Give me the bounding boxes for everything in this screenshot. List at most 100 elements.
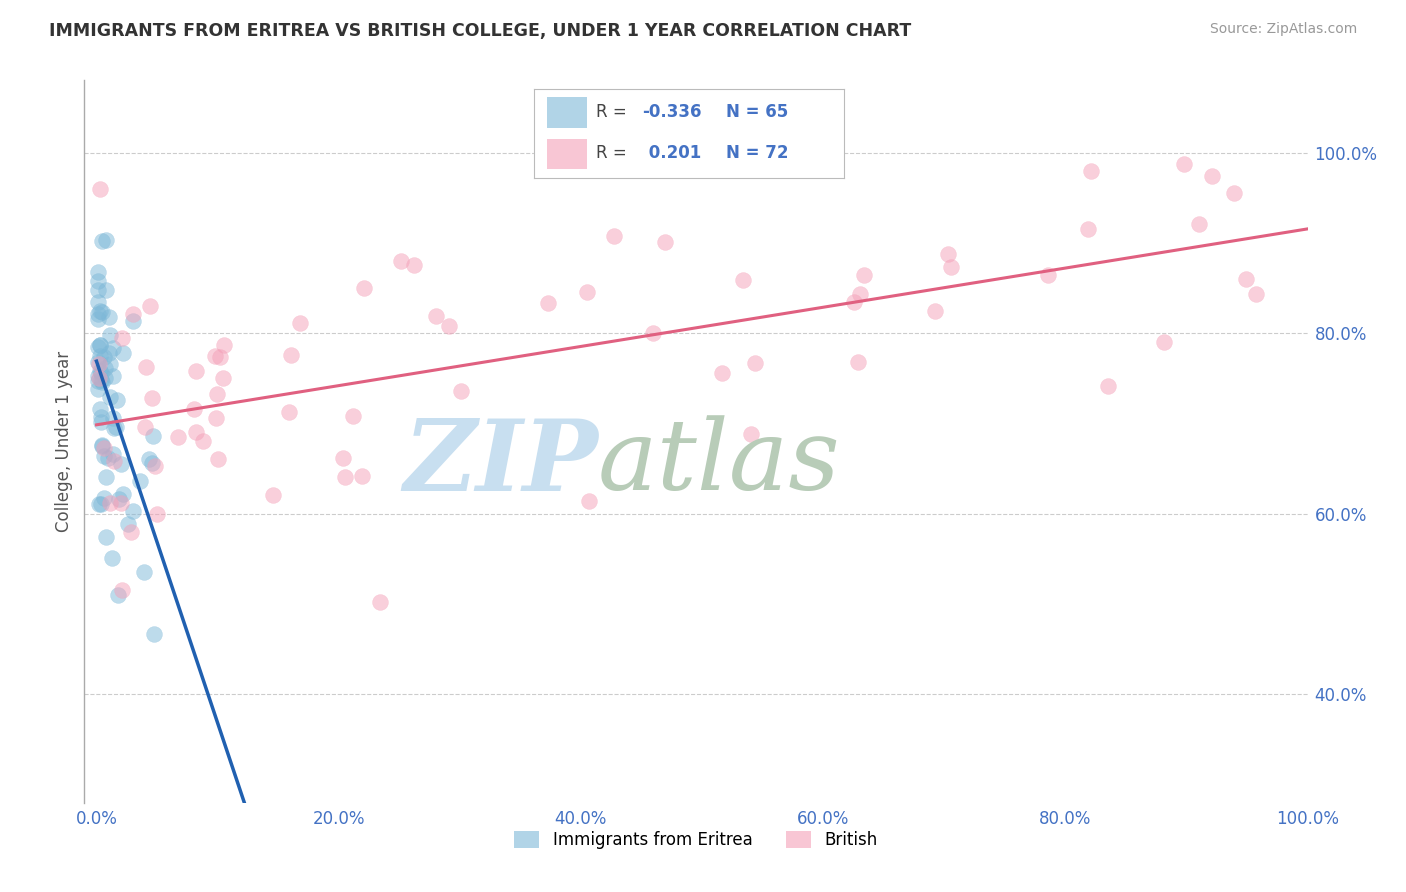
- Point: [87, 370, 110, 384]
- Point: [744, 356, 766, 370]
- Point: [91, 305, 114, 319]
- Text: IMMIGRANTS FROM ERITREA VS BRITISH COLLEGE, UNDER 1 YEAR CORRELATION CHART: IMMIGRANTS FROM ERITREA VS BRITISH COLLE…: [49, 22, 911, 40]
- Point: [89, 497, 111, 511]
- Point: [117, 516, 139, 531]
- Point: [107, 588, 129, 602]
- Point: [122, 313, 145, 327]
- Point: [120, 525, 142, 540]
- Point: [86, 307, 108, 321]
- Point: [280, 348, 302, 362]
- Point: [1080, 164, 1102, 178]
- Point: [98, 357, 121, 371]
- Text: R =: R =: [596, 145, 633, 162]
- Point: [94, 360, 117, 375]
- Point: [87, 311, 110, 326]
- Text: N = 72: N = 72: [725, 145, 789, 162]
- Point: [108, 492, 131, 507]
- Point: [350, 469, 373, 483]
- Point: [143, 458, 166, 473]
- Point: [101, 447, 124, 461]
- Point: [91, 438, 114, 452]
- Point: [128, 475, 150, 489]
- Point: [139, 299, 162, 313]
- Point: [333, 470, 356, 484]
- Point: [848, 355, 870, 369]
- Point: [135, 360, 157, 375]
- Point: [87, 357, 110, 371]
- Point: [214, 338, 236, 352]
- Point: [212, 370, 235, 384]
- Point: [87, 382, 110, 396]
- Text: atlas: atlas: [598, 416, 841, 511]
- Point: [142, 429, 165, 443]
- Point: [183, 402, 205, 417]
- Point: [1222, 186, 1244, 201]
- Point: [193, 434, 215, 449]
- Point: [90, 410, 112, 425]
- Point: [1201, 169, 1223, 183]
- Text: Source: ZipAtlas.com: Source: ZipAtlas.com: [1209, 22, 1357, 37]
- Point: [1153, 335, 1175, 350]
- Point: [450, 384, 472, 398]
- Point: [142, 627, 165, 641]
- Bar: [547, 139, 586, 169]
- Point: [134, 420, 156, 434]
- Point: [98, 328, 121, 343]
- Point: [96, 470, 118, 484]
- Point: [924, 303, 946, 318]
- Point: [122, 307, 145, 321]
- Point: [101, 410, 124, 425]
- Point: [849, 286, 872, 301]
- Point: [97, 451, 120, 466]
- Point: [89, 338, 111, 352]
- Point: [936, 246, 959, 260]
- Point: [166, 430, 188, 444]
- Bar: [547, 97, 586, 128]
- Point: [141, 391, 163, 405]
- Point: [86, 283, 108, 297]
- Point: [138, 452, 160, 467]
- Point: [1173, 157, 1195, 171]
- Point: [641, 326, 664, 340]
- Point: [110, 583, 132, 598]
- Point: [86, 340, 108, 354]
- Point: [844, 294, 866, 309]
- Point: [105, 420, 128, 434]
- Point: [86, 375, 108, 389]
- Point: [90, 497, 112, 511]
- Point: [93, 441, 115, 455]
- Point: [368, 595, 391, 609]
- Point: [404, 258, 426, 272]
- Point: [262, 487, 284, 501]
- Point: [121, 504, 143, 518]
- Point: [103, 421, 125, 435]
- Point: [93, 350, 115, 364]
- Point: [342, 409, 364, 423]
- Point: [277, 404, 299, 418]
- Point: [1097, 379, 1119, 393]
- Point: [89, 402, 111, 417]
- Point: [111, 331, 134, 345]
- Point: [1244, 287, 1267, 301]
- Point: [141, 456, 163, 470]
- Point: [186, 425, 208, 439]
- Text: 0.201: 0.201: [643, 145, 700, 162]
- Text: ZIP: ZIP: [404, 415, 598, 511]
- Point: [89, 304, 111, 318]
- Point: [205, 387, 228, 401]
- Point: [93, 449, 115, 463]
- Point: [89, 338, 111, 352]
- Point: [87, 294, 110, 309]
- Point: [134, 565, 156, 579]
- Y-axis label: College, Under 1 year: College, Under 1 year: [55, 351, 73, 533]
- Point: [437, 319, 460, 334]
- Point: [290, 316, 312, 330]
- Point: [1077, 222, 1099, 236]
- Point: [575, 285, 598, 300]
- Point: [731, 273, 754, 287]
- Point: [939, 260, 962, 275]
- Point: [91, 375, 114, 389]
- Point: [332, 451, 354, 466]
- Point: [205, 410, 228, 425]
- Point: [353, 280, 375, 294]
